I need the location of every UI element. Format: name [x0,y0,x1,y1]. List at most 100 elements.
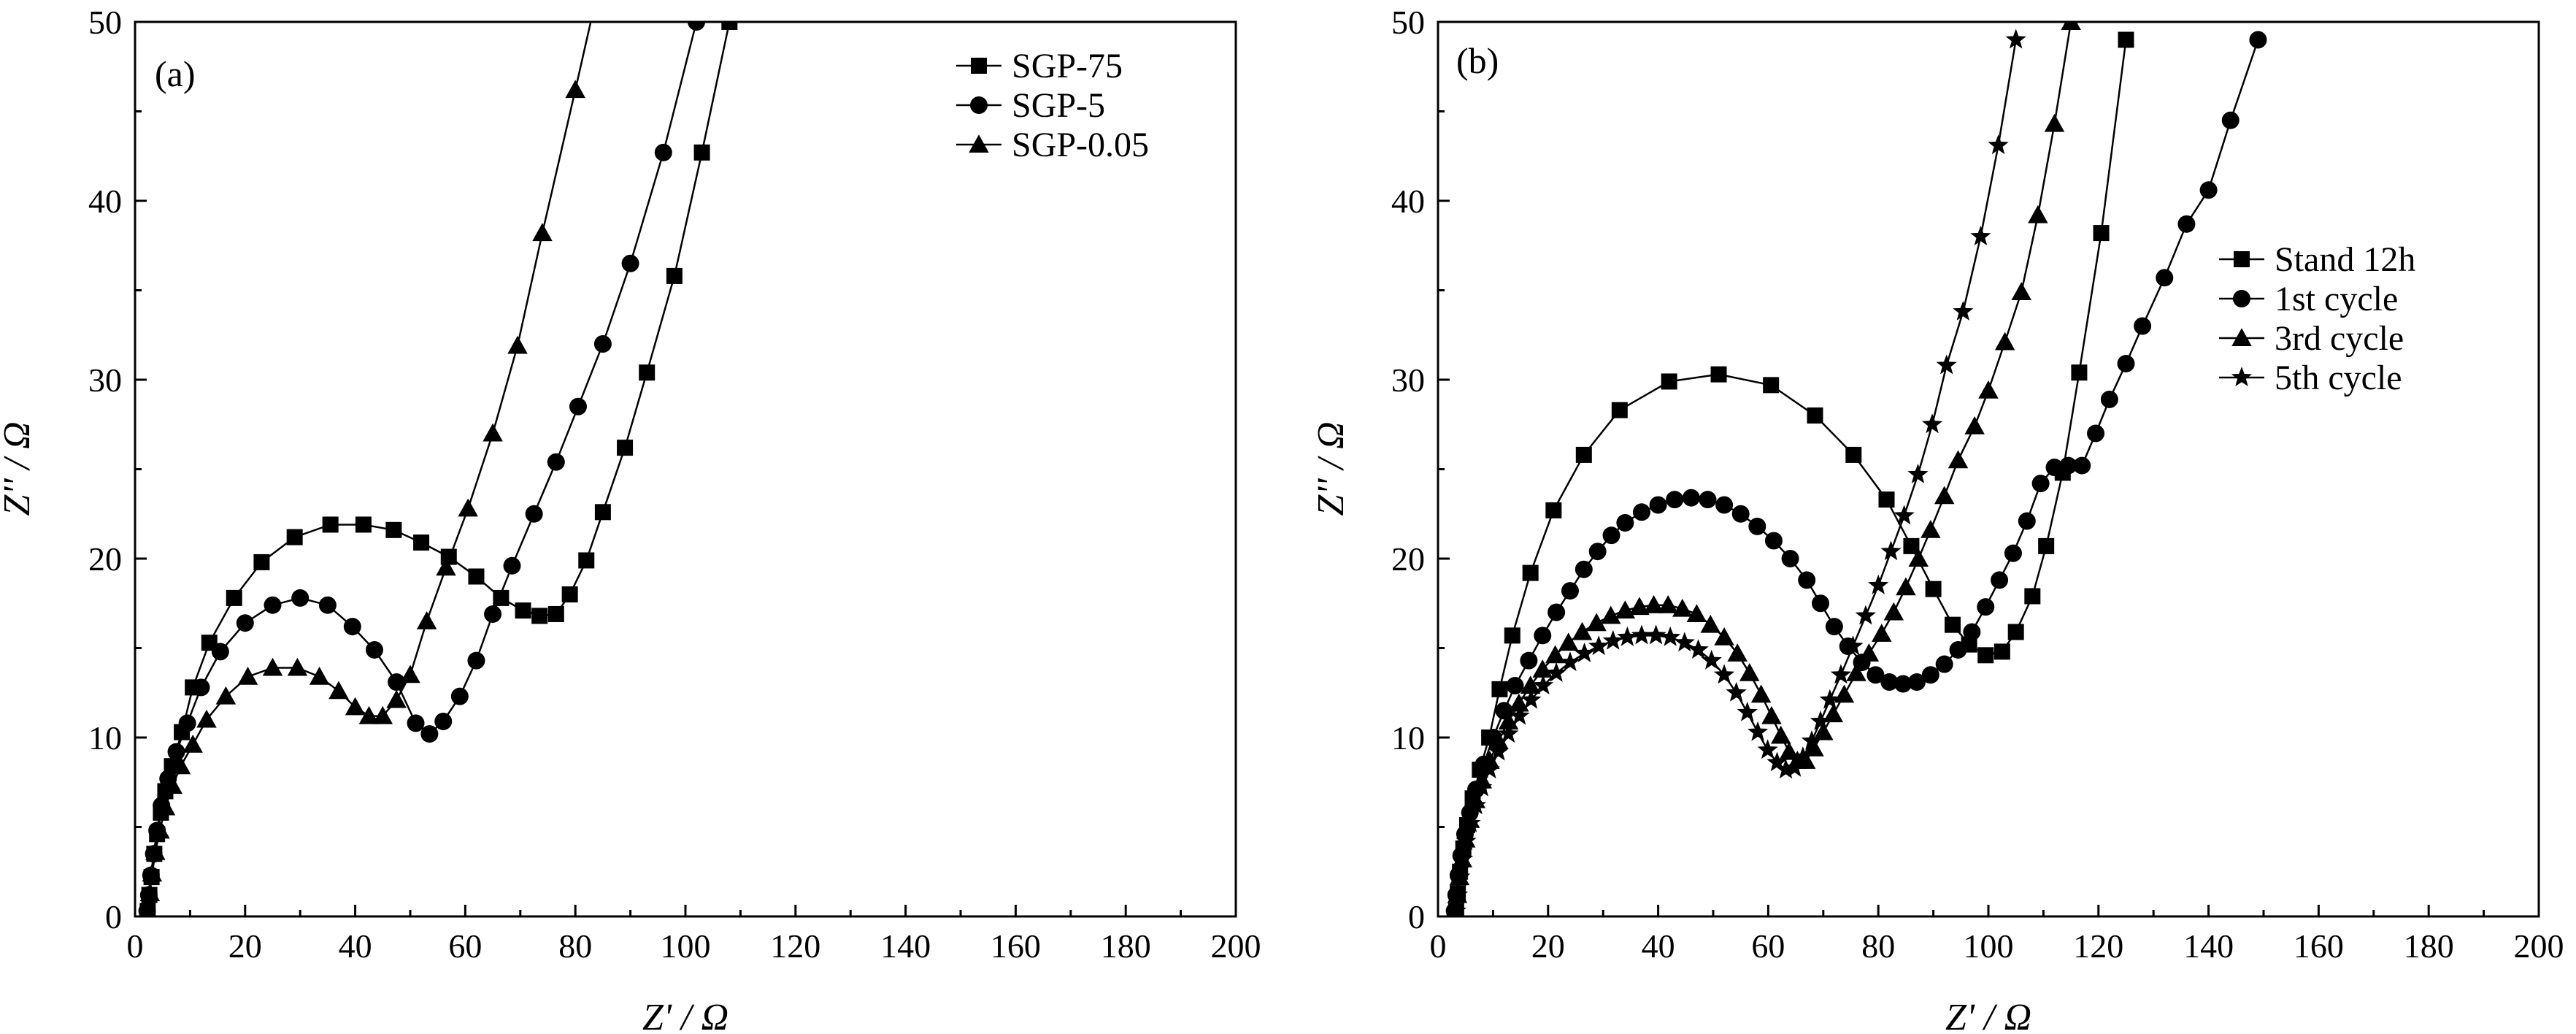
data-point [484,605,502,623]
data-point [1682,489,1700,507]
data-point [1699,491,1717,509]
data-point [1880,673,1899,692]
data-point [1935,655,1953,673]
data-point [693,144,710,161]
legend-marker [2234,251,2250,267]
data-point [1810,711,1831,730]
data-point [1632,503,1650,521]
legend-marker [2233,290,2250,307]
data-point [1855,605,1876,625]
data-point [1801,730,1823,750]
data-point [436,557,456,576]
panel-b: 0 20 40 60 80 100 120 140 160 180 200 01020304050 … [1310,4,2564,1034]
data-point [355,516,372,533]
series-sgp-5 [138,22,706,916]
data-point [1727,643,1748,662]
data-point [1878,491,1895,508]
data-point [593,335,612,353]
x-tick-label: 80 [558,927,592,965]
x-ticks-b: 0 20 40 60 80 100 120 140 160 180 200 [1430,905,2564,965]
data-point [1813,721,1834,740]
data-point [1506,676,1524,694]
legend-label: 3rd cycle [2275,319,2404,358]
data-point [1660,626,1681,646]
data-point [450,687,469,705]
data-point [1737,701,1758,721]
x-tick-label: 40 [339,927,372,965]
data-point [139,900,157,916]
data-point [1948,450,1969,469]
data-point [2177,215,2196,233]
data-point [1460,812,1481,832]
data-point [1575,560,1593,578]
data-point [1546,662,1567,682]
data-point [1559,651,1581,672]
data-point [1834,684,1855,703]
data-point [365,640,383,659]
data-point [291,589,309,607]
data-point [1858,643,1880,662]
data-point [2249,31,2267,49]
data-point [309,666,330,685]
data-point [1558,632,1579,651]
data-point [1731,505,1750,523]
x-tick-label: 40 [1642,927,1675,965]
legend-label: SGP-0.05 [1012,126,1149,164]
data-point [434,712,453,730]
data-point [515,602,531,619]
data-point [1757,739,1778,759]
series-line [1455,39,2127,911]
data-point [1921,520,1941,538]
legend-marker [2231,328,2252,346]
data-point [1934,486,1955,505]
y-tick-label: 10 [1391,719,1425,757]
x-tick-label: 200 [2514,927,2564,965]
data-point [1479,759,1500,779]
data-point [2028,204,2048,223]
data-point [1545,502,1562,518]
data-point [532,223,553,242]
data-point [1547,603,1566,621]
data-point [358,705,380,724]
data-point [1588,635,1610,656]
data-point [2018,512,2036,530]
data-point [1726,681,1747,702]
legend-item: 3rd cycle [2219,319,2404,358]
data-point [1588,543,1607,561]
data-point [1522,564,1539,581]
data-point [264,596,282,614]
data-point [139,883,161,902]
data-point [1545,645,1566,664]
y-tick-label: 40 [1391,183,1425,220]
y-ticks-a: 0 10 20 30 40 50 [88,4,147,935]
x-tick-label: 180 [2404,927,2454,965]
data-point [1645,624,1666,645]
data-point [322,516,339,533]
data-point [2059,456,2077,475]
data-point [1666,491,1684,509]
data-point [2071,364,2088,381]
data-point [1661,373,1677,390]
series-stand-12h [1447,31,2134,916]
data-point [482,423,503,442]
data-point [1991,571,2009,589]
data-point [1701,649,1722,670]
legend-marker [969,134,989,153]
data-point [1520,651,1538,670]
x-tick-label: 0 [1430,927,1447,965]
x-tick-label: 20 [228,927,262,965]
y-tick-label: 30 [88,361,122,399]
data-point [1498,723,1519,743]
x-tick-label: 60 [448,927,482,965]
data-point [1504,627,1520,644]
x-tick-label: 20 [1531,927,1565,965]
data-point [1465,794,1487,815]
series-line [146,22,698,911]
axes-frame-b [1437,20,2540,918]
data-point [565,80,585,99]
data-point [1748,517,1766,535]
data-point [1798,571,1816,589]
data-point [1748,721,1769,741]
